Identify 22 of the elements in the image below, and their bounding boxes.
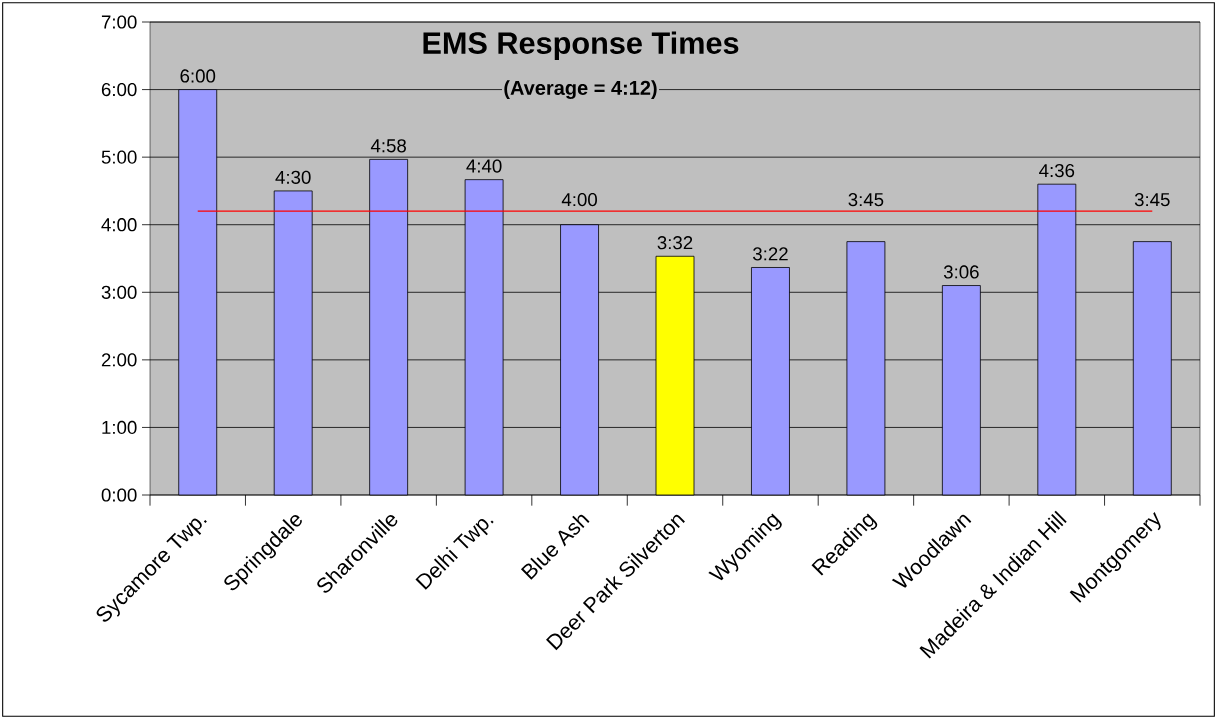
y-tick-label: 6:00	[101, 82, 137, 97]
data-label: 6:00	[180, 69, 216, 83]
data-label: 4:00	[561, 193, 597, 207]
y-tick-label: 3:00	[101, 285, 137, 299]
data-label: 3:45	[848, 193, 884, 207]
data-label: 4:30	[275, 170, 311, 184]
data-label: 3:06	[943, 265, 979, 279]
data-label: 3:45	[1134, 193, 1170, 207]
data-label: 4:36	[1039, 163, 1075, 178]
data-label: 3:32	[657, 236, 693, 250]
y-tick-label: 5:00	[101, 150, 137, 164]
text: (Average = 4:12)	[504, 80, 657, 100]
y-tick-label: 0:00	[101, 488, 137, 502]
data-label: 4:58	[370, 139, 406, 153]
chart-title: EMS Response Times	[423, 31, 739, 61]
y-tick-label: 4:00	[101, 218, 137, 232]
y-tick-label: 1:00	[102, 420, 137, 435]
data-label: 4:40	[466, 159, 502, 173]
y-tick-label: 7:00	[101, 15, 137, 29]
x-tick-label: Blue Ash	[520, 514, 590, 580]
y-tick-label: 2:00	[101, 353, 137, 367]
data-label: 3:22	[753, 247, 788, 261]
